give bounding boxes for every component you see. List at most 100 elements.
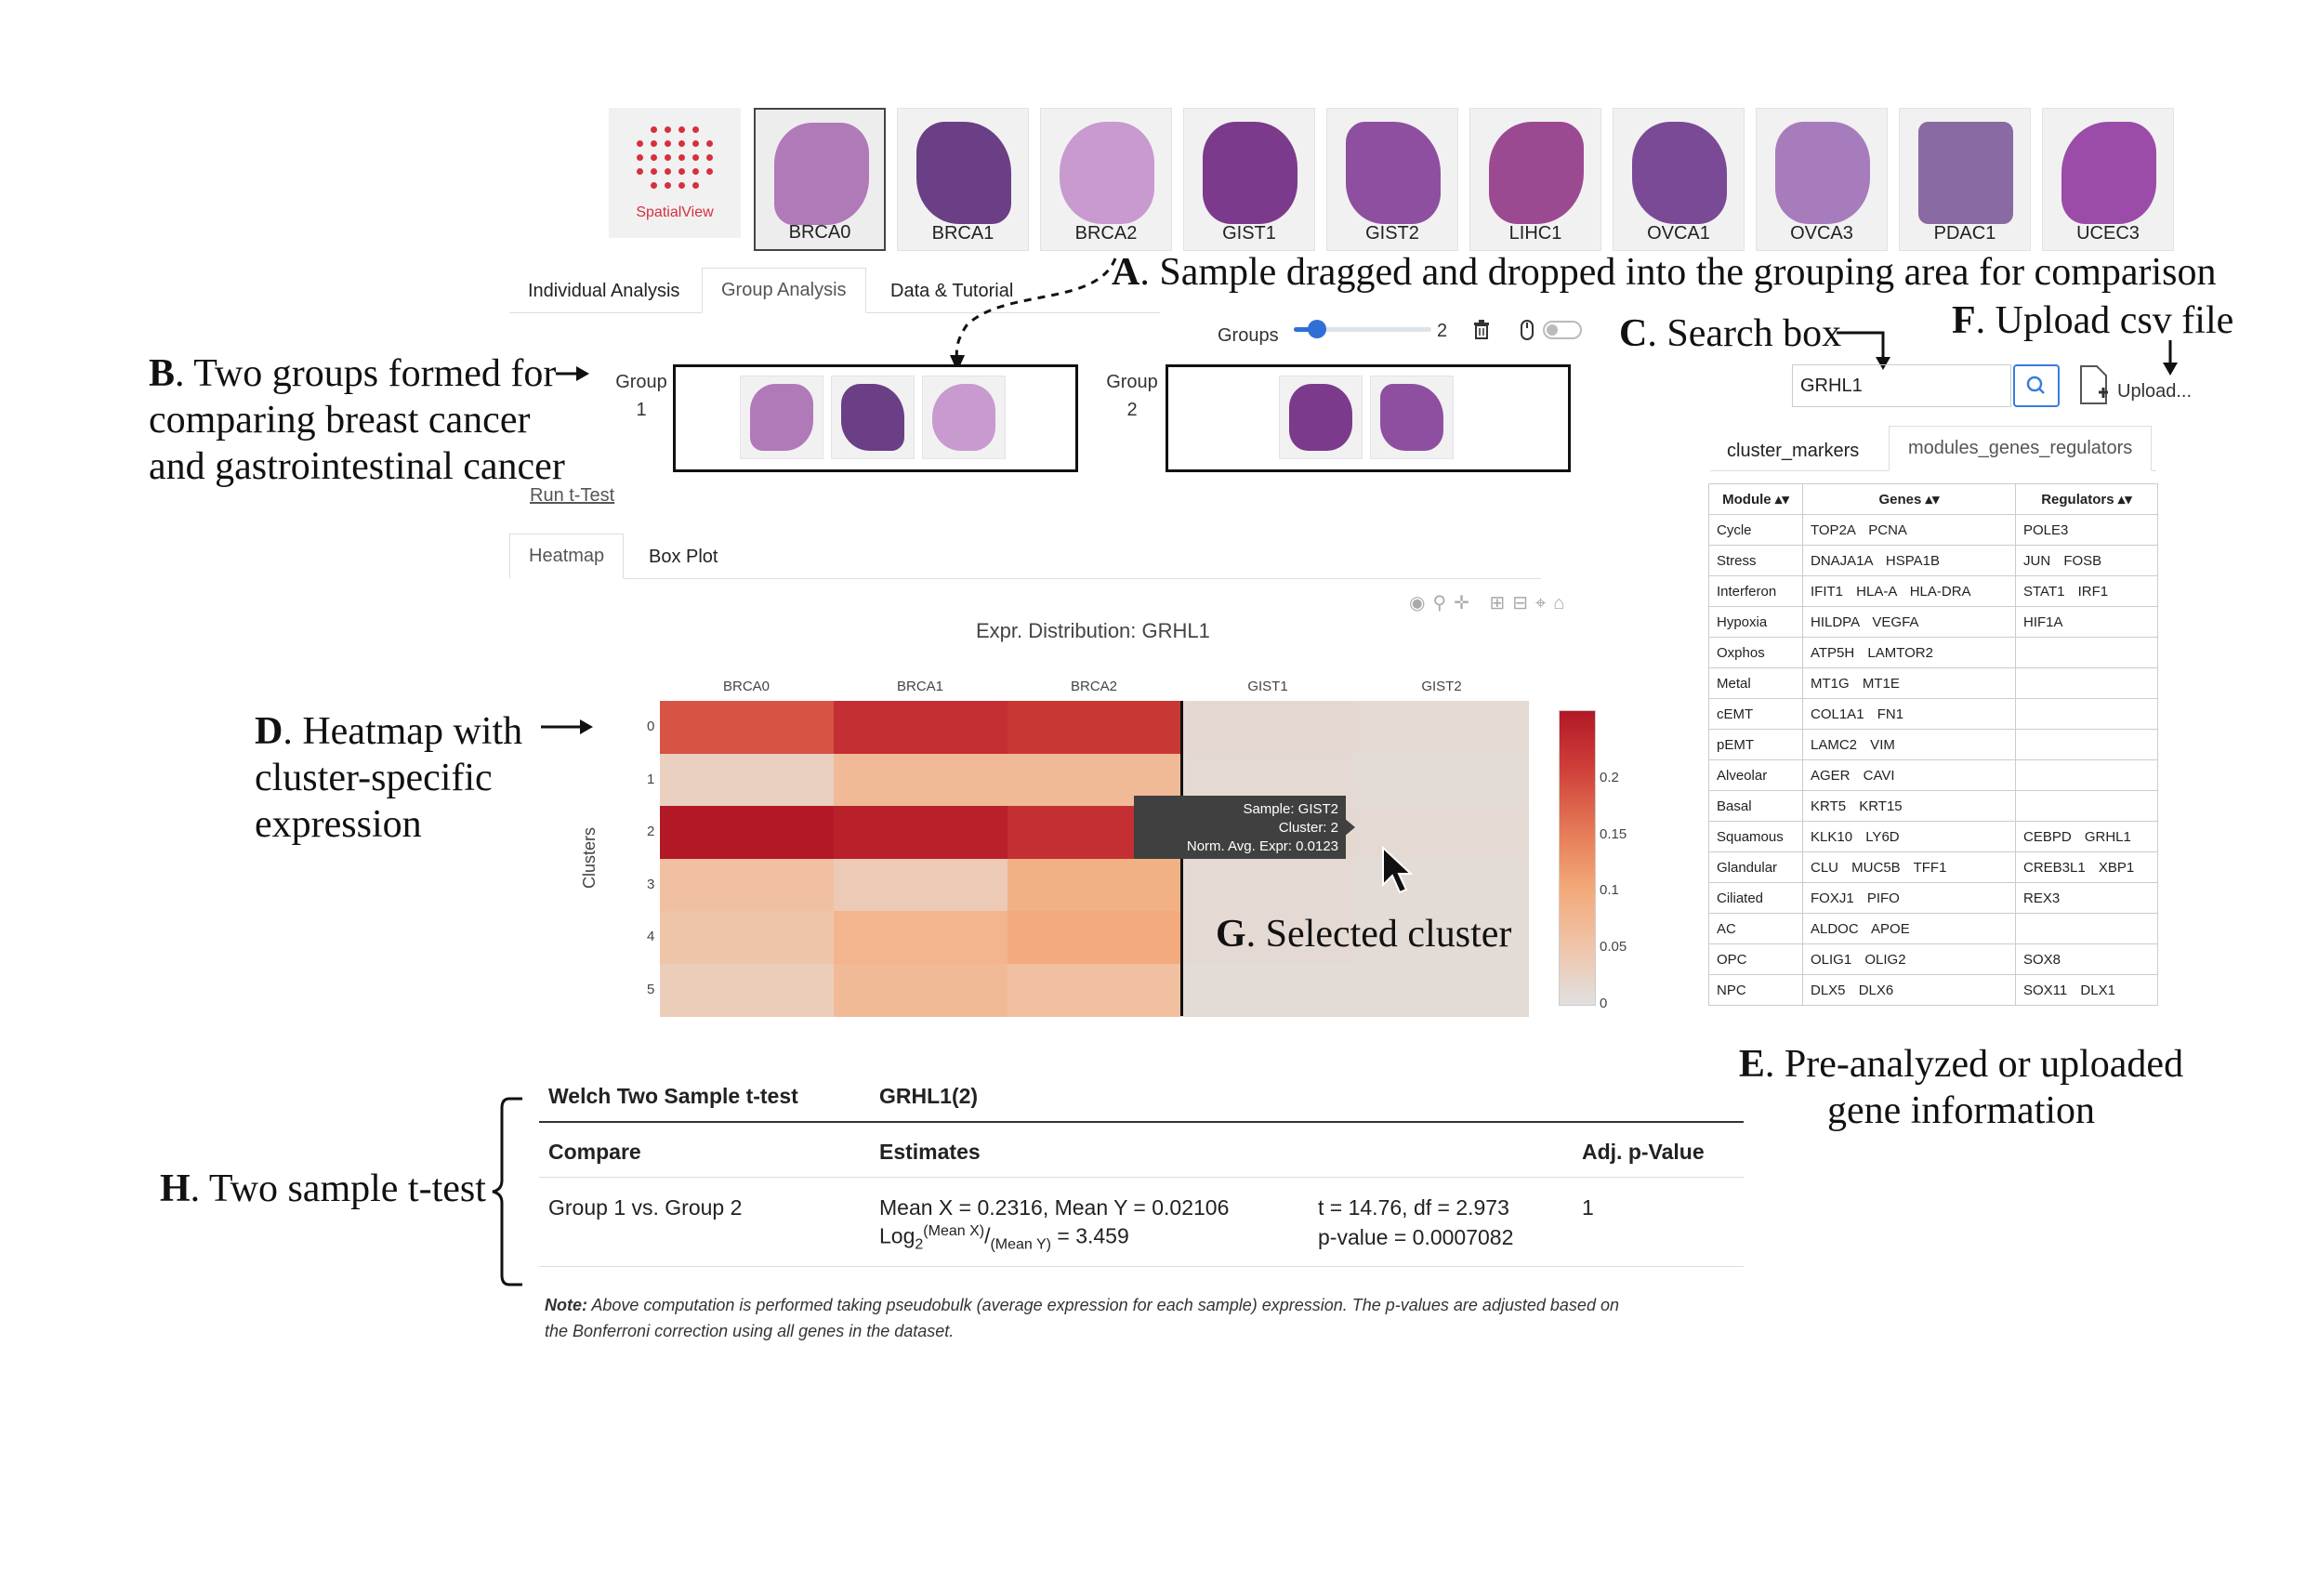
- tissue-image: [1632, 122, 1727, 224]
- heatmap-cell[interactable]: [834, 963, 1008, 1017]
- annotation-d: D. Heatmap with cluster-specific express…: [255, 710, 523, 846]
- gene-table-header[interactable]: Regulators ▴▾: [2015, 483, 2158, 515]
- group2-sample-gist1[interactable]: [1279, 376, 1363, 459]
- zoom-icon[interactable]: ⚲: [1432, 593, 1455, 613]
- group1-sample-brca1[interactable]: [831, 376, 915, 459]
- toggle-switch[interactable]: [1543, 321, 1582, 339]
- table-row: Squamous KLK10 LY6D CEBPD GRHL1: [1708, 821, 2158, 852]
- table-row: Glandular CLU MUC5B TFF1 CREB3L1 XBP1: [1708, 851, 2158, 883]
- group1-sample-brca2[interactable]: [922, 376, 1006, 459]
- heatmap-cell[interactable]: [834, 701, 1008, 754]
- heatmap-cell[interactable]: [1008, 911, 1181, 964]
- table-cell: IFIT1 HLA-A HLA-DRA: [1802, 575, 2016, 607]
- heatmap-cell[interactable]: [1181, 963, 1355, 1017]
- heatmap-cell[interactable]: [1008, 858, 1181, 912]
- heatmap-cell[interactable]: [834, 858, 1008, 912]
- table-cell: FOXJ1 PIFO: [1802, 882, 2016, 914]
- annotation-b: B. Two groups formed for comparing breas…: [149, 352, 565, 488]
- sample-thumbnail-pdac1[interactable]: PDAC1: [1899, 108, 2031, 251]
- table-row: pEMT LAMC2 VIM: [1708, 729, 2158, 760]
- heatmap-row-label: 1: [647, 771, 655, 787]
- ttest-compare-value: Group 1 vs. Group 2: [548, 1195, 743, 1220]
- tab-cluster-markers[interactable]: cluster_markers: [1727, 441, 1860, 461]
- heatmap-cell[interactable]: [1181, 911, 1355, 964]
- upload-file-icon[interactable]: [2078, 364, 2110, 405]
- tab-heatmap[interactable]: Heatmap: [509, 534, 625, 579]
- tab-box-plot[interactable]: Box Plot: [649, 547, 718, 567]
- heatmap-cell[interactable]: [660, 963, 834, 1017]
- zoom-out-icon[interactable]: ⊟: [1512, 593, 1535, 613]
- ttest-pvalue: p-value = 0.0007082: [1318, 1225, 1514, 1249]
- trash-icon[interactable]: [1472, 320, 1491, 340]
- colorbar-tick-label: 0.2: [1600, 769, 1619, 785]
- sample-thumbnail-gist1[interactable]: GIST1: [1183, 108, 1315, 251]
- table-row: NPC DLX5 DLX6 SOX11 DLX1: [1708, 974, 2158, 1006]
- table-cell: CREB3L1 XBP1: [2015, 851, 2158, 883]
- sample-thumbnail-ovca3[interactable]: OVCA3: [1756, 108, 1888, 251]
- group2-drop-area[interactable]: [1166, 364, 1571, 472]
- sample-thumbnail-brca1[interactable]: BRCA1: [897, 108, 1029, 251]
- run-ttest-link[interactable]: Run t-Test: [530, 485, 615, 506]
- tab-individual-analysis[interactable]: Individual Analysis: [528, 281, 680, 301]
- heatmap-cell[interactable]: [834, 806, 1008, 859]
- sample-thumbnail-brca2[interactable]: BRCA2: [1040, 108, 1172, 251]
- tab-modules-genes-regulators[interactable]: modules_genes_regulators: [1889, 426, 2153, 471]
- tissue-image: [841, 384, 904, 451]
- sample-thumbnail-gist2[interactable]: GIST2: [1326, 108, 1458, 251]
- sample-thumbnail-ucec3[interactable]: UCEC3: [2042, 108, 2174, 251]
- ttest-header-estimates: Estimates: [879, 1140, 981, 1164]
- heatmap-cell[interactable]: [1355, 753, 1529, 807]
- tab-group-analysis[interactable]: Group Analysis: [702, 268, 866, 313]
- heatmap-cell[interactable]: [1008, 701, 1181, 754]
- groups-slider-track[interactable]: [1294, 320, 1431, 338]
- pan-icon[interactable]: ✛: [1454, 593, 1477, 613]
- sample-thumbnail-ovca1[interactable]: OVCA1: [1613, 108, 1745, 251]
- sample-label: BRCA0: [788, 222, 851, 243]
- heatmap-cell[interactable]: [660, 806, 834, 859]
- zoom-in-icon[interactable]: ⊞: [1489, 593, 1513, 613]
- table-cell: CEBPD GRHL1: [2015, 821, 2158, 852]
- tissue-image: [916, 122, 1011, 224]
- table-cell: OPC: [1708, 943, 1803, 975]
- sample-thumbnail-brca0[interactable]: BRCA0: [754, 108, 886, 251]
- search-button[interactable]: [2013, 364, 2060, 407]
- annotation-g: G. Selected cluster: [1216, 913, 1512, 956]
- upload-button[interactable]: Upload...: [2117, 381, 2193, 402]
- heatmap-cell[interactable]: [1355, 963, 1529, 1017]
- search-input[interactable]: GRHL1: [1792, 364, 2011, 407]
- mouse-cursor-icon: [1382, 846, 1414, 894]
- autoscale-icon[interactable]: ⌖: [1534, 593, 1554, 613]
- heatmap-cell[interactable]: [1181, 701, 1355, 754]
- colorbar-tick-label: 0.1: [1600, 882, 1619, 899]
- logo-dots-icon: [637, 126, 715, 195]
- heatmap-cell[interactable]: [660, 701, 834, 754]
- table-row: Stress DNAJA1A HSPA1B JUN FOSB: [1708, 545, 2158, 576]
- tissue-image: [932, 384, 995, 451]
- camera-icon[interactable]: ◉: [1409, 593, 1433, 613]
- heatmap-cell[interactable]: [660, 753, 834, 807]
- table-cell: cEMT: [1708, 698, 1803, 730]
- sample-thumbnail-lihc1[interactable]: LIHC1: [1469, 108, 1601, 251]
- group1-sample-brca0[interactable]: [740, 376, 823, 459]
- heatmap-cell[interactable]: [1181, 858, 1355, 912]
- gene-table-header[interactable]: Module ▴▾: [1708, 483, 1803, 515]
- home-icon[interactable]: ⌂: [1553, 593, 1573, 613]
- heatmap-cell[interactable]: [660, 858, 834, 912]
- group2-sample-gist2[interactable]: [1370, 376, 1454, 459]
- table-cell: ATP5H LAMTOR2: [1802, 637, 2016, 668]
- heatmap-cell[interactable]: [1355, 911, 1529, 964]
- bracket-h-icon: [492, 1097, 522, 1286]
- heatmap-cell[interactable]: [1008, 963, 1181, 1017]
- table-cell: JUN FOSB: [2015, 545, 2158, 576]
- tab-data-tutorial[interactable]: Data & Tutorial: [890, 281, 1014, 301]
- tissue-image: [1346, 122, 1441, 224]
- heatmap-cell[interactable]: [1355, 701, 1529, 754]
- gene-table-header[interactable]: Genes ▴▾: [1802, 483, 2016, 515]
- heatmap-cell[interactable]: [834, 911, 1008, 964]
- heatmap-cell[interactable]: [660, 911, 834, 964]
- table-cell: DLX5 DLX6: [1802, 974, 2016, 1006]
- groups-slider-handle[interactable]: [1308, 320, 1327, 338]
- table-row: Interferon IFIT1 HLA-A HLA-DRA STAT1 IRF1: [1708, 575, 2158, 607]
- heatmap-cell[interactable]: [834, 753, 1008, 807]
- table-cell: [2015, 667, 2158, 699]
